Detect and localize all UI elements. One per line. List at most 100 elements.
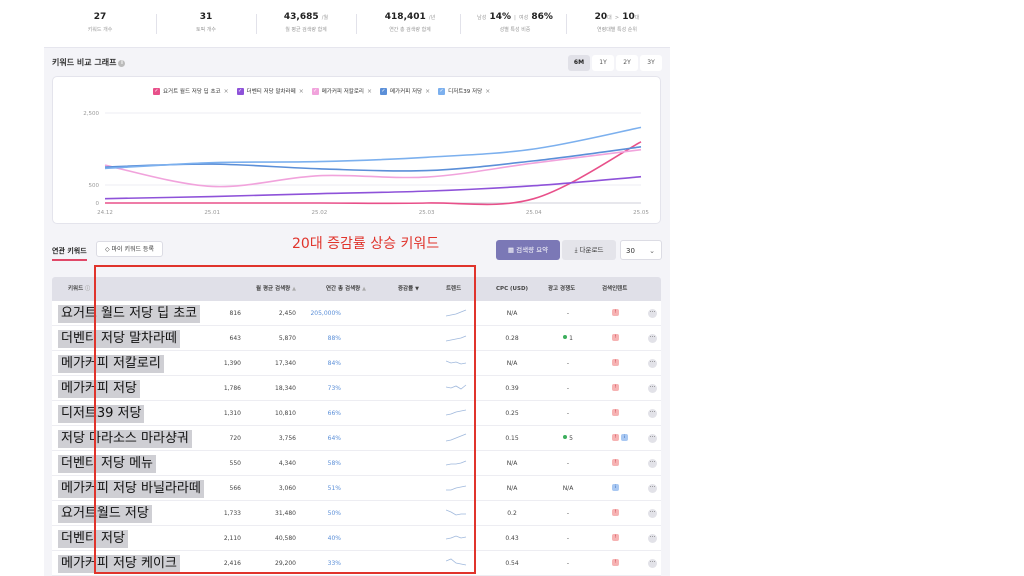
table-row[interactable]: 메가커피 저칼로리 1,390 17,340 84% N/A -! ··· [52,351,661,376]
range-tab-6m[interactable]: 6M [568,55,590,71]
status-dot-icon [563,435,568,439]
yearly-total-cell: 2,450 [278,310,296,317]
growth-rate-cell: 51% [327,485,341,492]
header-keyword[interactable]: 키워드 ⓘ [68,286,91,292]
intent-badge: ! [612,384,619,391]
keyword-cell[interactable]: 메가커피 저당 케이크 [58,551,180,576]
search-intent-cell: ! [612,309,619,318]
monthly-avg-cell: 566 [229,485,241,492]
keyword-cell[interactable]: 저당 마라소스 마라샹궈 [58,426,192,451]
legend-item[interactable]: ✓ 요거트 월드 저당 딥 초코 × [153,87,229,95]
keyword-cell[interactable]: 디저트39 저당 [58,401,145,426]
trend-sparkline [446,409,467,416]
series-line [105,141,642,206]
monthly-avg-cell: 2,416 [223,560,241,567]
growth-rate-cell: 205,000% [310,310,341,317]
stat-value: 43,685 /월 [283,12,329,22]
table-row[interactable]: 더벤티 저당 2,110 40,580 40% 0.43 -! ··· [52,526,661,551]
x-tick-label: 25.03 [419,210,435,216]
tab-related-keywords[interactable]: 연관 키워드 [52,246,87,261]
header-monthly-avg[interactable]: 월 평균 검색량 ▲ [256,286,296,292]
growth-rate-cell: 88% [327,335,341,342]
trend-sparkline [446,335,467,342]
legend-label: 요거트 월드 저당 딥 초코 [163,89,221,95]
keyword-cell[interactable]: 메가커피 저칼로리 [58,351,164,376]
more-options-icon[interactable]: ··· [648,309,657,318]
close-icon[interactable]: × [223,87,229,95]
trend-sparkline [446,433,467,442]
table-row[interactable]: 메가커피 저당 1,786 18,340 73% 0.39 -! ··· [52,376,661,401]
ad-competition-cell: - [566,560,570,567]
search-intent-cell: ! [612,509,619,518]
ad-competition-cell: N/A [562,485,574,492]
range-tab-1y[interactable]: 1Y [592,55,614,71]
more-options-icon[interactable]: ··· [648,534,657,543]
search-summary-button[interactable]: ▦ 검색량 요약 [496,240,560,260]
y-tick-label: 2,500 [83,111,99,117]
cpc-cell: 0.15 [505,435,519,442]
legend-item[interactable]: ✓ 메가커피 저당 × [379,87,431,95]
range-tabs: 6M 1Y 2Y 3Y [568,55,662,71]
monthly-avg-cell: 643 [229,335,241,342]
stat-value: 31 [199,12,213,22]
range-tab-2y[interactable]: 2Y [616,55,638,71]
chevron-down-icon: ⌄ [649,247,655,255]
growth-rate-cell: 33% [327,560,341,567]
series-line [104,146,642,172]
close-icon[interactable]: × [366,87,372,95]
table-row[interactable]: 요거트월드 저당 1,733 31,480 50% 0.2 -! ··· [52,501,661,526]
legend-item[interactable]: ✓ 메가커피 저칼로리 × [311,87,372,95]
more-options-icon[interactable]: ··· [648,559,657,568]
legend-item[interactable]: ✓ 디저트39 저당 × [438,87,490,95]
header-ad-competition: 광고 경쟁도 [548,286,576,292]
info-icon[interactable]: i [118,60,126,67]
download-icon: ⤓ [574,246,580,254]
keyword-cell[interactable]: 더벤티 저당 [58,526,128,551]
keyword-cell[interactable]: 요거트월드 저당 [58,501,152,526]
more-options-icon[interactable]: ··· [648,409,657,418]
header-yearly-total[interactable]: 연간 총 검색량 ▲ [326,286,366,292]
table-row[interactable]: 더벤티 저당 말차라떼 643 5,870 88% 0.28 1! ··· [52,326,661,351]
download-button[interactable]: ⤓ 다운로드 [562,240,616,260]
table-row[interactable]: 저당 마라소스 마라샹궈 720 3,756 64% 0.15 5! i ··· [52,426,661,451]
legend-label: 메가커피 저칼로리 [321,89,364,95]
keyword-cell[interactable]: 더벤티 저당 메뉴 [58,451,156,476]
table-row[interactable]: 더벤티 저당 메뉴 550 4,340 58% N/A -! ··· [52,451,661,476]
header-trend: 트렌드 [446,286,462,292]
ad-competition-cell: - [566,410,570,417]
page-size-select[interactable]: 30 ⌄ [620,240,662,260]
ad-competition-cell: - [566,510,570,517]
close-icon[interactable]: × [485,87,491,95]
more-options-icon[interactable]: ··· [648,384,657,393]
page-size-value: 30 [626,247,635,255]
more-options-icon[interactable]: ··· [648,359,657,368]
yearly-total-cell: 5,870 [278,335,296,342]
my-keyword-button[interactable]: ◇ 마이 키워드 등록 [96,241,163,257]
info-icon: ⓘ [85,286,91,292]
legend-item[interactable]: ✓ 더벤티 저당 말차라떼 × [236,87,304,95]
chart-legend: ✓ 요거트 월드 저당 딥 초코 × ✓ 더벤티 저당 말차라떼 × ✓ 메가커피 저칼로리 ×… [153,87,490,95]
more-options-icon[interactable]: ··· [648,484,657,493]
series-line [104,148,642,188]
stat-monthly-volume: 43,685 /월 월 평균 검색량 합계 [268,12,344,33]
legend-label: 더벤티 저당 말차라떼 [246,89,296,95]
table-row[interactable]: 디저트39 저당 1,310 10,810 66% 0.25 -! ··· [52,401,661,426]
stat-label: 성별 특성 비중 [499,27,531,33]
search-intent-cell: ! [612,409,619,418]
more-options-icon[interactable]: ··· [648,509,657,518]
intent-badge: ! [612,509,619,516]
more-options-icon[interactable]: ··· [648,434,657,443]
keyword-table-body: 요거트 월드 저당 딥 초코 816 2,450 205,000% N/A -! ··· 더벤… [52,301,661,576]
keyword-cell[interactable]: 메가커피 저당 [58,376,140,401]
close-icon[interactable]: × [425,87,431,95]
more-options-icon[interactable]: ··· [648,334,657,343]
checkbox-icon: ✓ [379,87,387,95]
header-growth-rate[interactable]: 증감률 ▼ [398,286,419,292]
range-tab-3y[interactable]: 3Y [640,55,662,71]
close-icon[interactable]: × [298,87,304,95]
x-tick-label: 24.12 [97,210,113,216]
more-options-icon[interactable]: ··· [648,459,657,468]
keyword-cell[interactable]: 더벤티 저당 말차라떼 [58,326,180,351]
yearly-total-cell: 29,200 [275,560,296,567]
